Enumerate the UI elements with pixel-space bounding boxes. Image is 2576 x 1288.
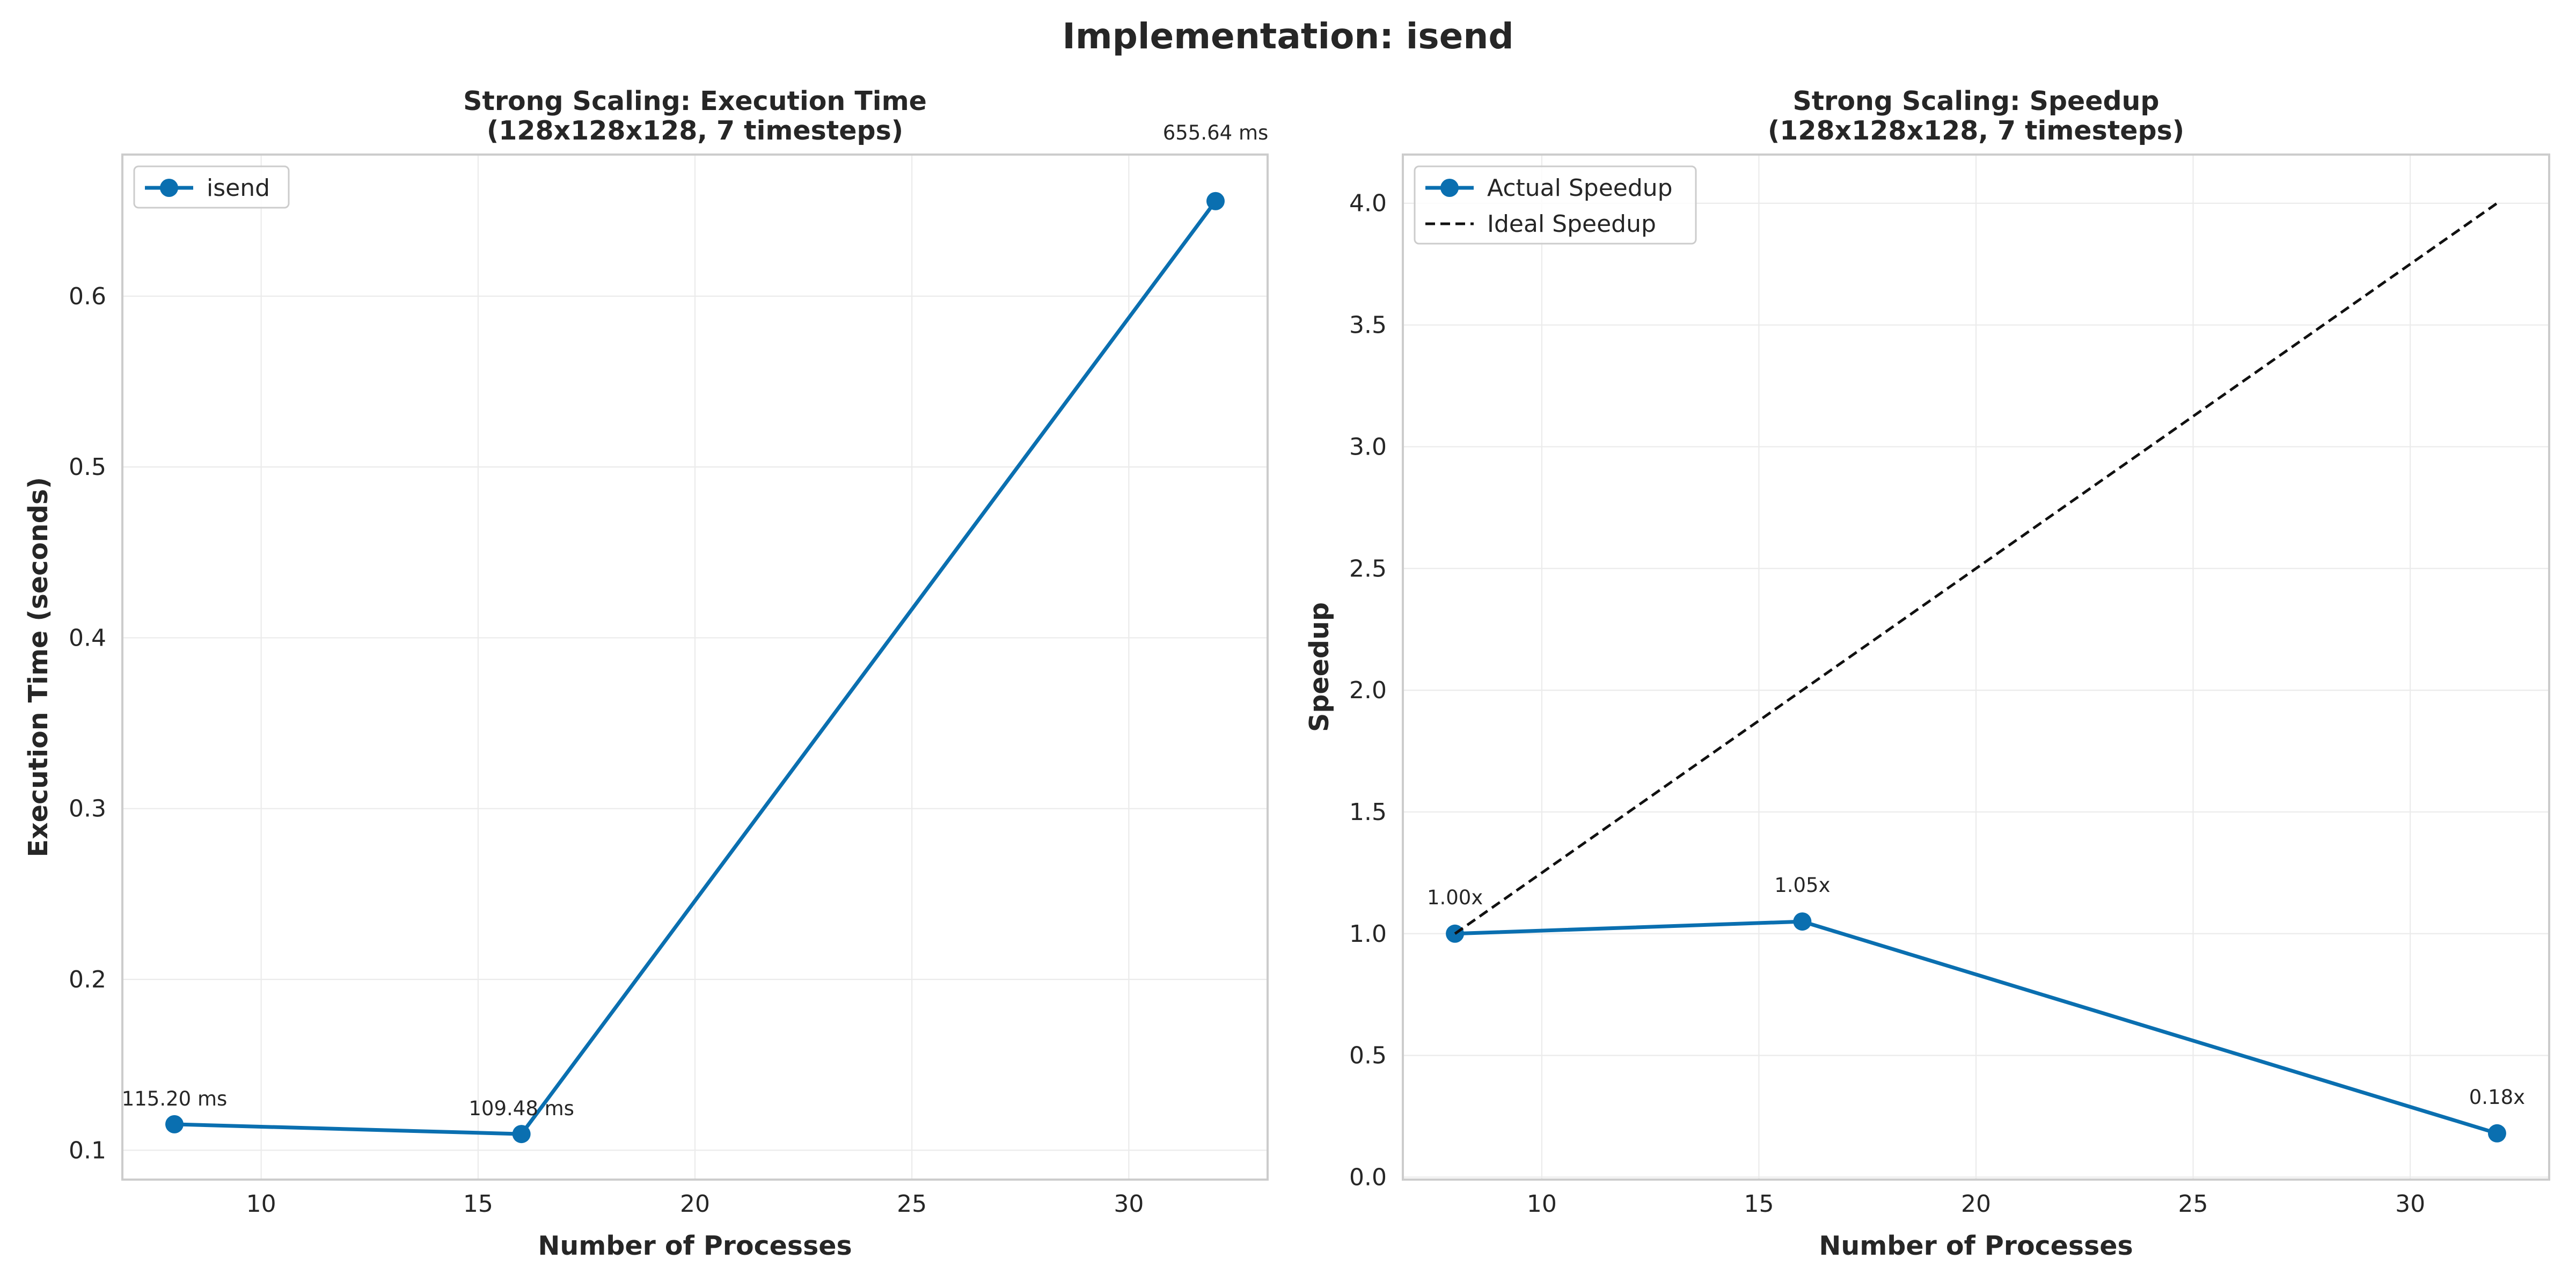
- y-axis-label: Execution Time (seconds): [23, 477, 54, 858]
- y-tick-label: 0.4: [69, 624, 106, 652]
- legend-entry-label: isend: [207, 174, 270, 202]
- data-point-label: 1.05x: [1774, 874, 1830, 897]
- y-tick-label: 0.5: [69, 453, 106, 481]
- legend-box: [1414, 165, 1697, 245]
- figure-suptitle: Implementation: isend: [1062, 16, 1513, 57]
- data-point-marker: [512, 1125, 531, 1144]
- axes-frame: [121, 153, 1269, 1181]
- x-tick-label: 25: [897, 1190, 927, 1218]
- data-point-marker: [1206, 192, 1225, 210]
- axes-frame: [1402, 153, 2550, 1181]
- data-point-label: 655.64 ms: [1163, 121, 1269, 144]
- x-tick-label: 30: [1114, 1190, 1144, 1218]
- x-tick-label: 10: [1527, 1190, 1557, 1218]
- legend-entry-label: Actual Speedup: [1487, 174, 1673, 202]
- chart-title-line-2: (128x128x128, 7 timesteps): [487, 115, 903, 146]
- y-tick-label: 1.5: [1349, 799, 1387, 826]
- legend-box: [133, 165, 290, 209]
- x-tick-label: 15: [463, 1190, 493, 1218]
- y-tick-label: 2.5: [1349, 555, 1387, 582]
- legend-marker-swatch: [160, 179, 178, 197]
- data-point-marker: [165, 1115, 184, 1133]
- x-tick-label: 20: [680, 1190, 710, 1218]
- data-point-marker: [2487, 1124, 2506, 1143]
- chart-title-line-1: Strong Scaling: Speedup: [1792, 86, 2159, 116]
- y-axis-label: Speedup: [1304, 602, 1335, 732]
- series-line-ideal-speedup: [1454, 202, 2498, 935]
- x-tick-label: 20: [1961, 1190, 1991, 1218]
- data-point-label: 0.18x: [2469, 1086, 2525, 1109]
- y-tick-label: 0.6: [69, 283, 106, 310]
- legend-entry-label: Ideal Speedup: [1487, 210, 1656, 238]
- x-tick-label: 10: [246, 1190, 276, 1218]
- x-axis-label: Number of Processes: [1819, 1231, 2133, 1261]
- y-tick-label: 2.0: [1349, 677, 1387, 704]
- data-point-label: 1.00x: [1427, 886, 1483, 909]
- x-tick-label: 15: [1744, 1190, 1774, 1218]
- y-tick-label: 0.0: [1349, 1163, 1387, 1191]
- legend-marker-swatch: [1440, 179, 1459, 197]
- x-tick-label: 25: [2178, 1190, 2208, 1218]
- speedup-subplot: Strong Scaling: Speedup(128x128x128, 7 t…: [1304, 86, 2550, 1261]
- data-point-label: 109.48 ms: [469, 1097, 574, 1120]
- x-axis-label: Number of Processes: [538, 1231, 852, 1261]
- x-tick-label: 30: [2395, 1190, 2425, 1218]
- data-point-label: 115.20 ms: [122, 1087, 228, 1110]
- data-point-marker: [1793, 912, 1812, 931]
- y-tick-label: 0.3: [69, 795, 106, 823]
- y-tick-label: 0.1: [69, 1137, 106, 1164]
- chart-title-line-1: Strong Scaling: Execution Time: [463, 86, 927, 116]
- y-tick-label: 4.0: [1349, 190, 1387, 217]
- y-tick-label: 0.2: [69, 966, 106, 993]
- execution-time-subplot: Strong Scaling: Execution Time(128x128x1…: [23, 86, 1269, 1261]
- chart-title-line-2: (128x128x128, 7 timesteps): [1768, 115, 2184, 146]
- y-tick-label: 0.5: [1349, 1042, 1387, 1070]
- y-tick-label: 3.5: [1349, 312, 1387, 339]
- y-tick-label: 3.0: [1349, 433, 1387, 460]
- y-tick-label: 1.0: [1349, 920, 1387, 948]
